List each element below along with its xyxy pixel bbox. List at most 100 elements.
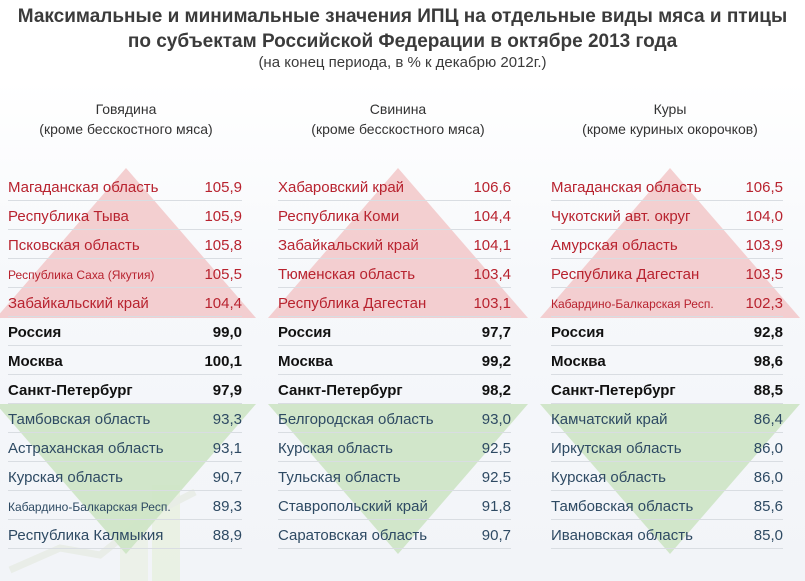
table-row: Забайкальский край 104,1 bbox=[278, 230, 511, 259]
row-divider bbox=[551, 490, 783, 491]
region-name: Хабаровский край bbox=[278, 179, 405, 196]
table-row: Кабардино-Балкарская Респ. 102,3 bbox=[551, 288, 783, 317]
cpi-value: 99,2 bbox=[481, 353, 511, 370]
column-title: Свинина bbox=[369, 101, 427, 117]
table-row: Саратовская область 90,7 bbox=[278, 520, 511, 549]
cpi-value: 90,7 bbox=[481, 527, 511, 544]
row-divider bbox=[8, 374, 242, 375]
column-title: Куры bbox=[653, 101, 687, 117]
row-divider bbox=[278, 200, 511, 201]
region-name: Республика Саха (Якутия) bbox=[8, 268, 155, 282]
region-name: Тюменская область bbox=[278, 266, 416, 283]
table-row: Псковская область 105,8 bbox=[8, 230, 242, 259]
table-row: Россия 97,7 bbox=[278, 317, 511, 346]
cpi-value: 103,1 bbox=[473, 295, 511, 312]
column-header: Куры (кроме куриных окорочков) bbox=[540, 99, 800, 139]
region-name: Москва bbox=[8, 353, 63, 370]
cpi-value: 103,4 bbox=[473, 266, 511, 283]
row-divider bbox=[8, 432, 242, 433]
row-divider bbox=[551, 229, 783, 230]
region-name: Кабардино-Балкарская Респ. bbox=[551, 297, 714, 311]
row-divider bbox=[8, 229, 242, 230]
row-divider bbox=[8, 258, 242, 259]
cpi-value: 104,0 bbox=[745, 208, 783, 225]
table-row: Республика Калмыкия 88,9 bbox=[8, 520, 242, 549]
cpi-value: 93,1 bbox=[212, 440, 242, 457]
region-name: Санкт-Петербург bbox=[278, 382, 403, 399]
page-subtitle: (на конец периода, в % к декабрю 2012г.) bbox=[258, 54, 547, 71]
column-header: Свинина (кроме бесскостного мяса) bbox=[268, 99, 528, 139]
row-divider bbox=[551, 461, 783, 462]
row-divider bbox=[551, 287, 783, 288]
region-name: Курская область bbox=[8, 469, 123, 486]
column-header: Говядина (кроме бесскостного мяса) bbox=[0, 99, 256, 139]
region-name: Россия bbox=[551, 324, 605, 341]
region-name: Республика Тыва bbox=[8, 208, 129, 225]
column-subtitle: (кроме бесскостного мяса) bbox=[39, 121, 213, 137]
region-name: Санкт-Петербург bbox=[551, 382, 676, 399]
increase-triangle-icon bbox=[540, 168, 800, 318]
region-name: Чукотский авт. округ bbox=[551, 208, 691, 225]
cpi-value: 106,5 bbox=[745, 179, 783, 196]
cpi-value: 104,4 bbox=[473, 208, 511, 225]
row-divider bbox=[278, 432, 511, 433]
region-name: Забайкальский край bbox=[8, 295, 149, 312]
cpi-value: 93,3 bbox=[212, 411, 242, 428]
region-name: Россия bbox=[278, 324, 332, 341]
cpi-value: 100,1 bbox=[204, 353, 242, 370]
table-row: Курская область 92,5 bbox=[278, 433, 511, 462]
row-divider bbox=[278, 316, 511, 317]
region-name: Республика Дагестан bbox=[551, 266, 700, 283]
table-row: Тульская область 92,5 bbox=[278, 462, 511, 491]
cpi-value: 93,0 bbox=[481, 411, 511, 428]
cpi-value: 97,7 bbox=[481, 324, 511, 341]
row-divider bbox=[551, 432, 783, 433]
increase-triangle-icon bbox=[268, 168, 528, 318]
row-divider bbox=[551, 548, 783, 549]
region-name: Санкт-Петербург bbox=[8, 382, 133, 399]
region-name: Кабардино-Балкарская Респ. bbox=[8, 500, 171, 514]
cpi-value: 88,9 bbox=[212, 527, 242, 544]
cpi-value: 86,0 bbox=[753, 440, 783, 457]
table-row: Астраханская область 93,1 bbox=[8, 433, 242, 462]
table-row: Курская область 86,0 bbox=[551, 462, 783, 491]
table-row: Иркутская область 86,0 bbox=[551, 433, 783, 462]
row-divider bbox=[551, 403, 783, 404]
row-divider bbox=[551, 519, 783, 520]
cpi-value: 92,8 bbox=[753, 324, 783, 341]
row-divider bbox=[551, 258, 783, 259]
region-name: Саратовская область bbox=[278, 527, 428, 544]
table-row: Россия 92,8 bbox=[551, 317, 783, 346]
cpi-value: 91,8 bbox=[481, 498, 511, 515]
row-divider bbox=[278, 548, 511, 549]
region-name: Москва bbox=[551, 353, 606, 370]
table-row: Тамбовская область 93,3 bbox=[8, 404, 242, 433]
table-row: Россия 99,0 bbox=[8, 317, 242, 346]
row-divider bbox=[8, 490, 242, 491]
page-title: Максимальные и минимальные значения ИПЦ … bbox=[17, 6, 788, 52]
table-row: Курская область 90,7 bbox=[8, 462, 242, 491]
region-name: Ивановская область bbox=[551, 527, 693, 544]
region-name: Магаданская область bbox=[551, 179, 702, 196]
table-row: Чукотский авт. округ 104,0 bbox=[551, 201, 783, 230]
decrease-triangle-icon bbox=[268, 404, 528, 554]
table-row: Магаданская область 106,5 bbox=[551, 172, 783, 201]
column-subtitle: (кроме бесскостного мяса) bbox=[311, 121, 485, 137]
row-divider bbox=[8, 403, 242, 404]
row-divider bbox=[8, 200, 242, 201]
region-name: Тамбовская область bbox=[551, 498, 694, 515]
table-row: Республика Коми 104,4 bbox=[278, 201, 511, 230]
cpi-value: 103,9 bbox=[745, 237, 783, 254]
cpi-value: 85,6 bbox=[753, 498, 783, 515]
table-row: Москва 100,1 bbox=[8, 346, 242, 375]
table-row: Ивановская область 85,0 bbox=[551, 520, 783, 549]
cpi-value: 89,3 bbox=[212, 498, 242, 515]
region-name: Иркутская область bbox=[551, 440, 682, 457]
row-divider bbox=[8, 548, 242, 549]
table-row: Забайкальский край 104,4 bbox=[8, 288, 242, 317]
region-name: Республика Калмыкия bbox=[8, 527, 164, 544]
cpi-value: 105,9 bbox=[204, 179, 242, 196]
cpi-value: 102,3 bbox=[745, 295, 783, 312]
table-row: Республика Дагестан 103,5 bbox=[551, 259, 783, 288]
region-name: Белгородская область bbox=[278, 411, 434, 428]
